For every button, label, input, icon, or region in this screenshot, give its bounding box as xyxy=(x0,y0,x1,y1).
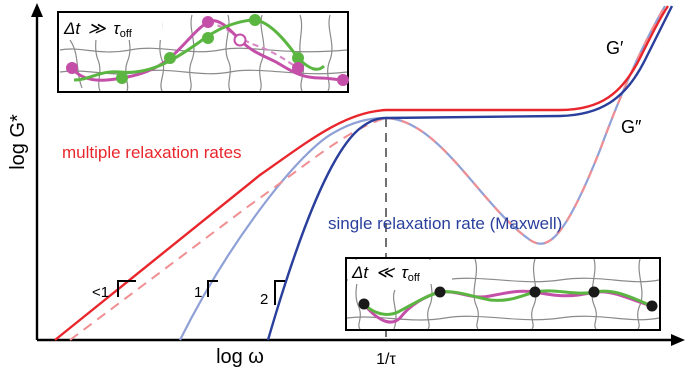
y-axis-label: log G* xyxy=(7,114,29,170)
slope-triangle-lt1 xyxy=(117,280,136,297)
inset-short-time-label-bg xyxy=(348,260,452,284)
inset-long-time-label-bg xyxy=(60,14,162,40)
axes xyxy=(31,3,685,346)
slope-indicators xyxy=(117,280,285,305)
inset-short-time: Δt ≪ τoff xyxy=(345,257,661,331)
inset-short-time-delta: Δt xyxy=(351,263,369,282)
slope-label-1: 1 xyxy=(194,284,202,301)
multiple-g-double-prime-dashed xyxy=(69,117,387,341)
single-g-prime xyxy=(266,5,674,341)
x-axis-arrow xyxy=(671,334,685,346)
inset-short-time-crosslinks xyxy=(358,286,658,312)
inset-long-time-crosslinks xyxy=(66,14,349,86)
inset-long-time-tau-sub: off xyxy=(120,28,133,40)
slope-triangle-2 xyxy=(274,280,285,305)
multiple-g-prime xyxy=(54,5,669,341)
multiple-relaxation-label: multiple relaxation rates xyxy=(62,143,242,162)
y-axis-arrow xyxy=(31,3,43,17)
curves xyxy=(54,5,674,341)
x-axis-label: log ω xyxy=(216,346,264,368)
inset-long-time-delta: Δt xyxy=(63,19,81,38)
inset-long-time-label: Δt ≫ τoff xyxy=(63,19,133,40)
inset-short-time-tau: τ xyxy=(401,263,409,282)
inset-short-time-label: Δt ≪ τoff xyxy=(351,263,421,284)
single-relaxation-label: single relaxation rate (Maxwell) xyxy=(328,214,562,233)
slope-label-2: 2 xyxy=(260,291,268,308)
inset-long-time-relation: ≫ xyxy=(88,19,107,38)
inset-long-time-tau: τ xyxy=(113,19,121,38)
inset-long-time-chain-dashed xyxy=(207,20,299,69)
x-tick-label: 1/τ xyxy=(376,351,396,368)
inset-short-time-tau-sub: off xyxy=(408,272,421,284)
slope-triangle-1 xyxy=(207,280,218,297)
g-prime-label: G′ xyxy=(606,38,624,58)
inset-long-time: Δt ≫ τoff xyxy=(57,11,349,93)
slope-label-lt1: <1 xyxy=(92,284,109,301)
g-double-prime-label: G″ xyxy=(621,117,642,137)
inset-short-time-relation: ≪ xyxy=(376,263,396,282)
